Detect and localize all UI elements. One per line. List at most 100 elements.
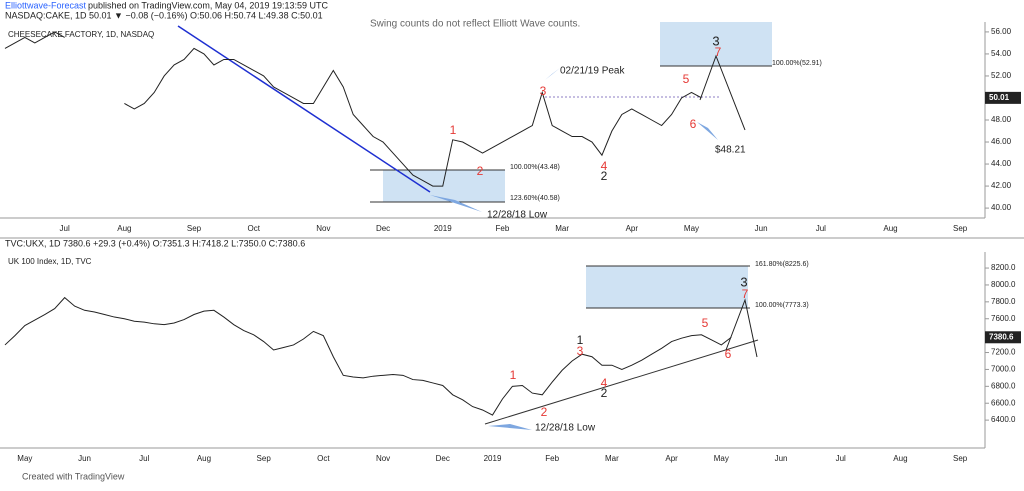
x-tick-label: Mar (555, 224, 569, 233)
trend-arrow (177, 25, 431, 193)
y-tick-label: 8200.0 (991, 263, 1016, 272)
publisher[interactable]: Elliottwave-Forecast (5, 0, 87, 10)
target-box (586, 266, 748, 308)
chart-title: CHEESECAKE FACTORY, 1D, NASDAQ (8, 30, 154, 39)
x-tick-label: Nov (376, 454, 390, 463)
annotation: 1 (577, 333, 584, 347)
x-tick-label: Sep (953, 224, 968, 233)
x-tick-label: Jul (139, 454, 149, 463)
published: published on TradingView.com, May 04, 20… (88, 0, 328, 10)
annotation: 12/28/18 Low (535, 423, 596, 434)
y-tick-label: 44.00 (991, 159, 1012, 168)
annotation: 7 (715, 45, 722, 59)
annotation: 12/28/18 Low (487, 210, 548, 221)
price-tag-label: 7380.6 (989, 332, 1014, 341)
callout (697, 122, 718, 140)
annotation: 2 (601, 169, 608, 183)
price-line (4, 31, 702, 187)
x-tick-label: Sep (953, 454, 968, 463)
x-tick-label: Oct (317, 454, 330, 463)
y-tick-label: 6800.0 (991, 381, 1016, 390)
x-tick-label: Aug (117, 224, 131, 233)
x-tick-label: Jun (78, 454, 91, 463)
y-tick-label: 7000.0 (991, 365, 1016, 374)
x-tick-label: Jun (775, 454, 788, 463)
x-tick-label: Oct (247, 224, 260, 233)
x-tick-label: Feb (496, 224, 510, 233)
annotation: 2 (541, 405, 548, 419)
x-tick-label: Feb (545, 454, 559, 463)
x-tick-label: Sep (257, 454, 272, 463)
x-tick-label: 2019 (434, 224, 452, 233)
annotation: 161.80%(8225.6) (755, 261, 809, 268)
x-tick-label: Apr (665, 454, 678, 463)
projection (699, 54, 746, 131)
target-box (383, 170, 505, 202)
price-tag-label: 50.01 (989, 93, 1010, 102)
notice: Swing counts do not reflect Elliott Wave… (370, 19, 580, 30)
x-tick-label: May (17, 454, 32, 463)
price-line (4, 296, 732, 416)
x-tick-label: May (684, 224, 699, 233)
annotation: 5 (683, 72, 690, 86)
symbol-line: NASDAQ:CAKE, 1D 50.01 ▼ −0.08 (−0.16%) O… (5, 10, 323, 20)
chart-title: UK 100 Index, 1D, TVC (8, 257, 92, 266)
x-tick-label: Nov (316, 224, 330, 233)
annotation: 3 (740, 274, 747, 289)
annotation: 100.00%(52.91) (772, 60, 822, 67)
annotation: 6 (690, 117, 697, 131)
annotation: 3 (712, 33, 719, 48)
annotation: 4 (601, 376, 608, 390)
annotation: 02/21/19 Peak (560, 66, 625, 77)
y-tick-label: 7800.0 (991, 297, 1016, 306)
price-tag (985, 331, 1021, 344)
y-tick-label: 40.00 (991, 203, 1012, 212)
x-tick-label: Sep (187, 224, 202, 233)
y-tick-label: 6400.0 (991, 415, 1016, 424)
footer: Created with TradingView (22, 471, 125, 481)
annotation: 3 (577, 344, 584, 358)
y-tick-label: 42.00 (991, 181, 1012, 190)
y-tick-label: 7600.0 (991, 314, 1016, 323)
x-tick-label: Jun (755, 224, 768, 233)
annotation: 1 (510, 368, 517, 382)
x-tick-label: Jul (836, 454, 846, 463)
annotation: 1 (450, 123, 457, 137)
annotation: 5 (702, 316, 709, 330)
callout (430, 195, 482, 212)
y-tick-label: 56.00 (991, 27, 1012, 36)
x-tick-label: Dec (376, 224, 390, 233)
x-tick-label: Apr (626, 224, 639, 233)
y-tick-label: 7200.0 (991, 348, 1016, 357)
annotation: 3 (540, 84, 547, 98)
y-tick-label: 54.00 (991, 49, 1012, 58)
annotation: $48.21 (715, 145, 746, 156)
annotation: 2 (477, 164, 484, 178)
y-tick-label: 8000.0 (991, 280, 1016, 289)
callout (545, 68, 560, 80)
annotation: 100.00%(7773.3) (755, 302, 809, 309)
x-tick-label: Aug (197, 454, 211, 463)
x-tick-label: Aug (883, 224, 897, 233)
annotation: 123.60%(40.58) (510, 195, 560, 202)
projection (725, 298, 758, 358)
x-tick-label: Mar (605, 454, 619, 463)
price-tag (985, 91, 1021, 104)
y-tick-label: 52.00 (991, 71, 1012, 80)
symbol-line: TVC:UKX, 1D 7380.6 +29.3 (+0.4%) O:7351.… (5, 238, 305, 248)
x-tick-label: Aug (893, 454, 907, 463)
annotation: 7 (742, 287, 749, 301)
trend-line (484, 339, 759, 425)
x-tick-label: Jul (816, 224, 826, 233)
annotation: 100.00%(43.48) (510, 164, 560, 171)
x-tick-label: May (714, 454, 729, 463)
x-tick-label: Dec (436, 454, 450, 463)
annotation: 6 (725, 347, 732, 361)
annotation: 4 (601, 159, 608, 173)
y-tick-label: 46.00 (991, 137, 1012, 146)
x-tick-label: 2019 (484, 454, 502, 463)
callout (488, 424, 532, 430)
target-box (660, 22, 772, 66)
